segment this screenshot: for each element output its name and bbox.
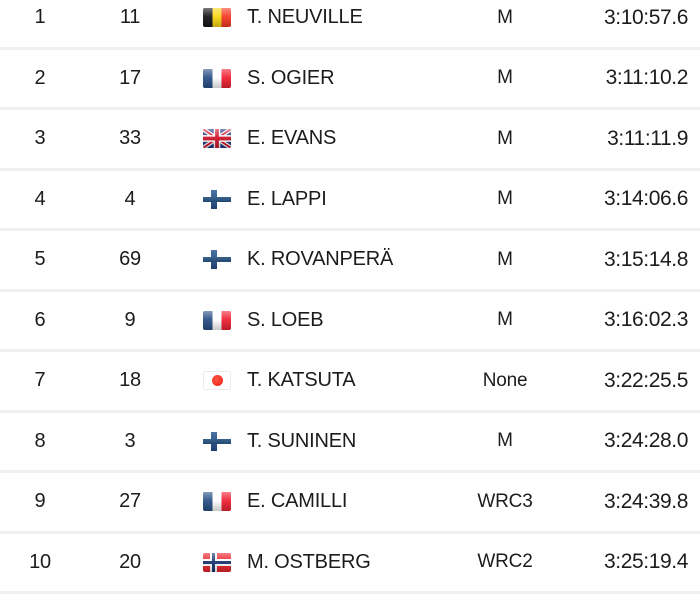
- class-cell: M: [497, 430, 513, 452]
- position-cell: 3: [34, 127, 46, 150]
- driver-name: E. CAMILLI: [247, 490, 348, 513]
- result-row[interactable]: 1 11 T. NEUVILLE M 3:10:57.6: [0, 0, 700, 50]
- class-cell: M: [497, 67, 513, 89]
- flag-finland-icon: [203, 431, 231, 451]
- position-cell: 4: [34, 187, 46, 210]
- time-cell: 3:24:28.0: [604, 429, 688, 453]
- flag-cell: [180, 189, 245, 209]
- flag-belgium-icon: [203, 8, 231, 28]
- class-cell: M: [497, 188, 513, 210]
- position-cell: 9: [34, 490, 46, 513]
- position-cell: 1: [34, 6, 46, 29]
- car-number-cell: 11: [119, 6, 141, 29]
- car-number-cell: 4: [124, 187, 136, 210]
- time-cell: 3:10:57.6: [604, 5, 688, 29]
- flag-cell: [180, 129, 245, 149]
- time-cell: 3:16:02.3: [604, 308, 688, 332]
- time-cell: 3:24:39.8: [604, 489, 688, 513]
- result-row[interactable]: 6 9 S. LOEB M 3:16:02.3: [0, 291, 700, 352]
- driver-name: S. OGIER: [247, 66, 335, 89]
- time-cell: 3:25:19.4: [604, 550, 688, 574]
- flag-france-icon: [203, 492, 231, 512]
- flag-united-kingdom-icon: [203, 129, 231, 149]
- flag-norway-icon: [203, 552, 231, 572]
- class-cell: WRC2: [477, 551, 533, 573]
- result-row[interactable]: 7 18 T. KATSUTA None 3:22:25.5: [0, 352, 700, 413]
- result-row[interactable]: 2 17 S. OGIER M 3:11:10.2: [0, 49, 700, 110]
- car-number-cell: 27: [119, 490, 141, 513]
- driver-name: E. EVANS: [247, 127, 337, 150]
- result-row[interactable]: 3 33 E. EVANS M 3:11:11.9: [0, 110, 700, 171]
- driver-name: K. ROVANPERÄ: [247, 248, 394, 271]
- result-row[interactable]: 9 27 E. CAMILLI WRC3 3:24:39.8: [0, 473, 700, 534]
- flag-cell: [180, 8, 245, 28]
- car-number-cell: 9: [124, 308, 136, 331]
- car-number-cell: 69: [119, 248, 141, 271]
- flag-cell: [180, 492, 245, 512]
- position-cell: 10: [29, 550, 51, 573]
- position-cell: 7: [34, 369, 46, 392]
- car-number-cell: 17: [119, 66, 141, 89]
- flag-cell: [180, 68, 245, 88]
- time-cell: 3:15:14.8: [604, 247, 688, 271]
- time-cell: 3:22:25.5: [604, 368, 688, 392]
- flag-japan-icon: [203, 371, 231, 391]
- flag-cell: [180, 552, 245, 572]
- position-cell: 2: [34, 66, 46, 89]
- flag-finland-icon: [203, 250, 231, 270]
- car-number-cell: 3: [124, 429, 136, 452]
- flag-france-icon: [203, 68, 231, 88]
- class-cell: None: [482, 369, 528, 391]
- class-cell: M: [497, 248, 513, 270]
- result-row[interactable]: 4 4 E. LAPPI M 3:14:06.6: [0, 170, 700, 231]
- class-cell: WRC3: [477, 490, 533, 512]
- time-cell: 3:14:06.6: [604, 187, 688, 211]
- flag-cell: [180, 371, 245, 391]
- result-row[interactable]: 5 69 K. ROVANPERÄ M 3:15:14.8: [0, 231, 700, 292]
- time-cell: 3:11:10.2: [605, 66, 688, 90]
- position-cell: 6: [34, 308, 46, 331]
- driver-name: T. KATSUTA: [247, 369, 356, 392]
- driver-name: M. OSTBERG: [247, 550, 371, 573]
- result-row[interactable]: 8 3 T. SUNINEN M 3:24:28.0: [0, 412, 700, 473]
- driver-name: T. NEUVILLE: [247, 6, 363, 29]
- class-cell: M: [497, 6, 513, 28]
- position-cell: 8: [34, 429, 46, 452]
- position-cell: 5: [34, 248, 46, 271]
- flag-cell: [180, 431, 245, 451]
- flag-finland-icon: [203, 189, 231, 209]
- class-cell: M: [497, 309, 513, 331]
- car-number-cell: 33: [119, 127, 141, 150]
- flag-france-icon: [203, 310, 231, 330]
- driver-name: S. LOEB: [247, 308, 324, 331]
- flag-cell: [180, 250, 245, 270]
- driver-name: T. SUNINEN: [247, 429, 357, 452]
- flag-cell: [180, 310, 245, 330]
- car-number-cell: 20: [119, 550, 141, 573]
- car-number-cell: 18: [119, 369, 141, 392]
- driver-name: E. LAPPI: [247, 187, 327, 210]
- result-row[interactable]: 10 20 M. OSTBERG WRC2 3:25:19.4: [0, 533, 700, 594]
- time-cell: 3:11:11.9: [607, 126, 688, 150]
- class-cell: M: [497, 127, 513, 149]
